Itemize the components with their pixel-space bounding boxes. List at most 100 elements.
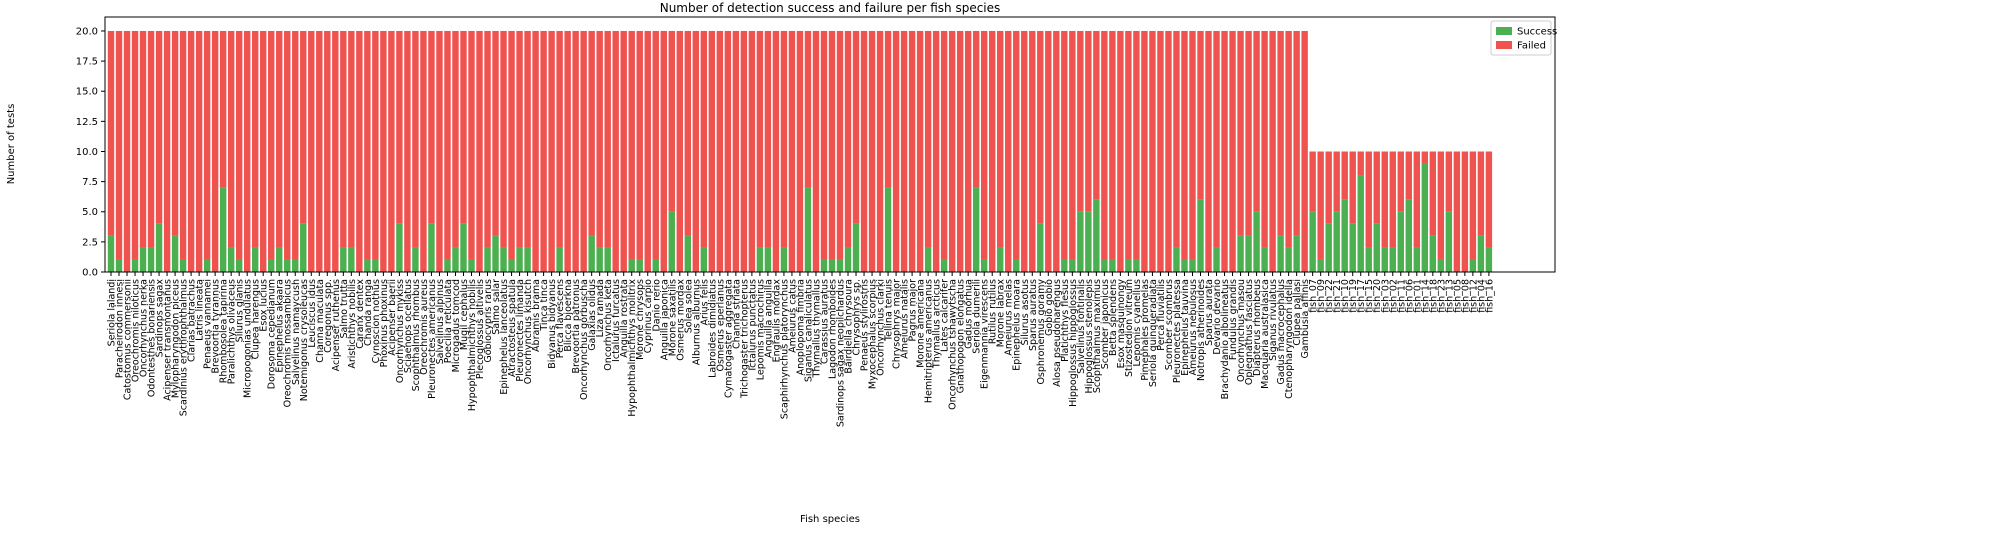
x-tick-label: Salmo salar [491,279,502,335]
bar-segment [964,30,972,273]
bar-segment [764,247,772,272]
x-tick-label: fish_04 [1476,279,1487,313]
bar-segment [1253,211,1260,272]
x-tick-label: Brevoortia patronus [571,279,582,374]
x-tick-label: fish_17 [1356,279,1367,313]
bar-segment [924,247,932,272]
bar-segment [1349,151,1356,224]
bar-segment [828,259,836,272]
bar-segment [115,30,123,260]
bar-segment [1469,259,1477,272]
x-tick-label: Sciaenops ocellatus [403,279,414,373]
x-tick-label: Gobiocypris rarus [483,279,494,363]
bar-segment [1109,30,1116,260]
bar-segment [1133,30,1140,260]
bar-segment [820,259,828,272]
x-tick-label: Ameiurus catus [787,279,798,353]
x-tick-label: Latris lineata [195,279,206,341]
bar-segment [468,259,475,272]
bar-segment [1349,223,1356,272]
bar-segment [1109,259,1116,272]
bar-segment [131,259,139,272]
bar-segment [1125,30,1132,260]
x-tick-label: Seriola quinqueradiata [1148,279,1159,387]
bar-segment [1133,259,1140,272]
bar-segment [948,30,956,273]
bar-segment [468,30,475,260]
bar-segment [516,247,523,272]
bar-segment [251,247,259,272]
bar-segment [997,247,1004,272]
x-tick-label: Epinephelus lanceolatus [499,279,510,395]
bar-segment [1197,30,1204,200]
bar-segment [852,223,860,272]
x-tick-label: Salmo trutta [339,279,350,339]
bar-segment [131,30,139,260]
x-tick-label: Micropogonias undulatus [243,279,254,398]
x-tick-label: Pleuronectes platessa [1172,279,1183,383]
bar-segment [364,259,371,272]
bar-segment [876,30,884,273]
bar-segment [716,30,724,273]
x-tick-label: Morone americana [916,279,927,368]
bar-segment [1213,247,1220,272]
bar-segment [388,30,395,273]
y-tick-label: 12.5 [76,117,98,128]
bar-segment [1477,151,1485,236]
bar-segment [580,30,587,273]
bar-segment [500,30,507,248]
x-tick-label: Atractosteus spatula [507,279,518,377]
bar-segment [1477,235,1485,272]
x-tick-label: Brevoortia tyrannus [211,279,222,374]
x-tick-label: Chrysophrys sp. [852,279,863,356]
bar-segment [764,30,772,248]
bar-segment [107,30,115,236]
x-tick-label: Salvelinus fontinalis [1076,279,1087,374]
bar-segment [844,30,852,248]
x-tick-label: fish_22 [1324,279,1335,313]
bar-segment [860,30,868,273]
bar-segment [588,235,595,272]
x-tick-label: Poecilia reticulata [443,279,454,363]
bar-segment [732,30,740,273]
x-tick-label: Eigenmannia virescens [980,279,991,389]
bar-segment [1069,259,1076,272]
bar-segment [1421,151,1429,164]
bar-segment [540,30,547,273]
x-tick-label: Sardinops sagax neopilchardus [836,279,847,427]
x-tick-label: Clupea pallasi [1292,279,1303,346]
bar-segment [1373,151,1380,224]
bar-segment [788,30,796,273]
x-tick-label: Hemitripterus americanus [924,279,935,403]
bar-segment [516,30,523,248]
x-tick-label: fish_02 [1388,279,1399,313]
bar-segment [1261,30,1268,248]
bar-segment [452,247,459,272]
x-tick-label: Hippoglossus stenolepis [1084,279,1095,394]
x-tick-label: Oncorhynchus tshawytscha [948,279,959,410]
bar-segment [652,30,659,260]
bar-segment [372,30,379,260]
bar-segment [115,259,123,272]
x-tick-label: fish_15 [1364,279,1375,313]
bar-segment [1101,259,1108,272]
x-tick-label: Tellina tenuis [884,279,895,342]
bar-segment [268,30,275,260]
bar-segment [836,30,844,260]
bar-segment [1237,30,1244,236]
x-tick-label: Sardinops sagax [155,279,166,358]
x-tick-label: Mugil cephalus [459,279,470,350]
bar-segment [1277,30,1284,236]
x-tick-label: Oncorhynchus keta [603,279,614,371]
x-tick-label: fish_05 [1452,279,1463,313]
x-tick-label: Caranx dentex [355,279,366,349]
bar-segment [780,30,788,248]
bar-segment [556,247,563,272]
bar-segment [444,259,451,272]
x-tick-label: Penaeus stylirostris [860,279,871,371]
x-axis-label: Fish species [800,514,860,525]
x-tick-label: Odontesthes bonariensis [147,279,158,397]
x-tick-label: Silurus glanis [235,279,246,342]
x-tick-label: fish_21 [1332,279,1343,313]
